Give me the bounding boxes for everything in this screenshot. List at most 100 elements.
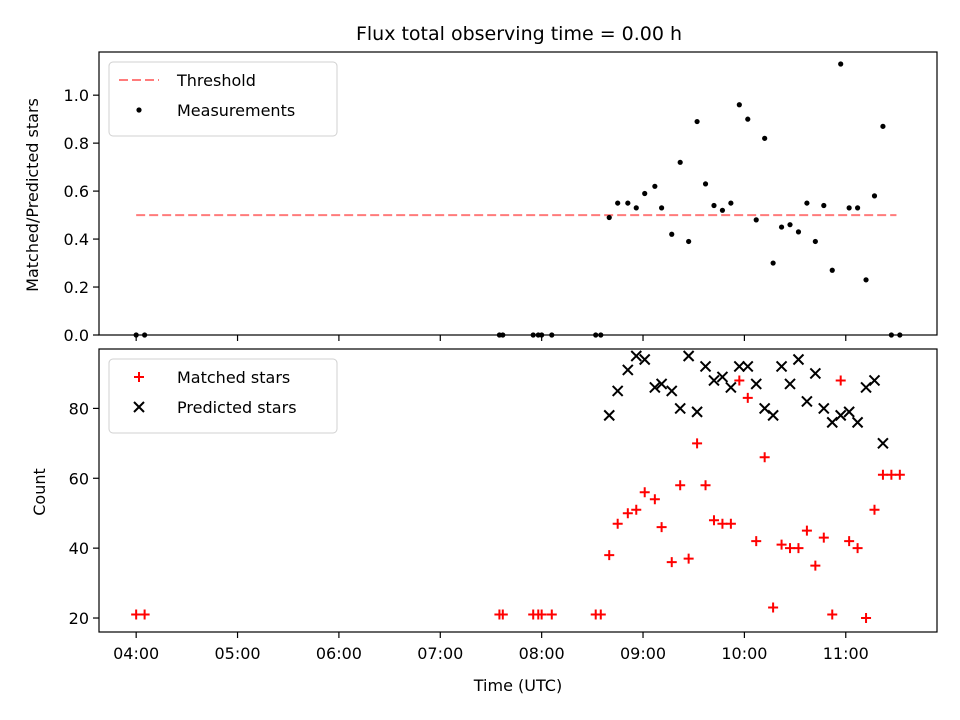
measurement-point	[812, 238, 818, 245]
predicted-star-point	[784, 378, 796, 390]
y-tick-label: 40	[69, 539, 89, 558]
measurement-point	[677, 159, 683, 165]
y-tick-label: 1.0	[64, 86, 89, 105]
y-tick-label: 0.4	[64, 230, 89, 249]
plot-frame	[98, 51, 938, 336]
plot-frame	[98, 348, 938, 633]
measurement-point	[719, 207, 726, 213]
measurement-point	[694, 118, 700, 125]
predicted-star-point	[792, 353, 805, 366]
predicted-star-point	[611, 385, 624, 397]
predicted-star-point	[775, 360, 788, 373]
legend-measurement-swatch	[136, 107, 142, 113]
matched-star-point	[700, 480, 711, 491]
matched-star-point	[683, 553, 694, 564]
predicted-star-point	[649, 381, 661, 394]
top-y-axis-label: Matched/Predicted stars	[23, 98, 42, 292]
matched-star-point	[818, 532, 829, 543]
matched-star-point	[751, 536, 762, 547]
matched-star-point	[717, 518, 728, 529]
measurement-point	[652, 183, 658, 189]
legend-predicted-swatch	[133, 401, 145, 413]
predicted-star-point	[708, 374, 720, 387]
y-tick-label: 60	[69, 469, 89, 488]
measurement-point	[778, 224, 785, 230]
measurement-point	[795, 229, 802, 235]
x-tick-label: 07:00	[417, 644, 463, 663]
x-tick-label: 04:00	[113, 644, 159, 663]
x-tick-label: 08:00	[519, 644, 565, 663]
matched-star-point	[666, 557, 677, 568]
y-tick-label: 80	[69, 399, 89, 418]
matched-star-point	[622, 508, 633, 519]
predicted-star-point	[860, 381, 872, 394]
series-matched-stars	[131, 375, 905, 624]
measurement-point	[863, 277, 869, 283]
measurement-point	[787, 222, 793, 228]
matched-star-point	[877, 469, 888, 480]
measurement-point	[633, 205, 639, 211]
predicted-star-point	[767, 409, 779, 422]
matched-star-point	[810, 560, 821, 571]
measurement-point	[625, 200, 631, 206]
matched-star-point	[139, 609, 150, 620]
matched-star-point	[785, 543, 796, 554]
measurement-point	[753, 217, 759, 223]
measurement-point	[871, 193, 878, 199]
predicted-star-point	[801, 395, 813, 408]
measurement-point	[846, 205, 852, 211]
series-predicted-stars	[603, 350, 889, 450]
measurement-point	[829, 267, 835, 273]
measurement-point	[711, 202, 717, 209]
measurement-point	[686, 238, 692, 245]
legend-layer: Threshold Measurements Matched stars Predic…	[108, 61, 338, 434]
measurement-point	[880, 123, 886, 129]
matched-star-point	[742, 392, 753, 403]
x-tick-label: 06:00	[316, 644, 362, 663]
tick-layer: 0.0 0.2 0.4 0.6 0.8 1.0 20 40 60 80 04:00 05:00 06:0…	[64, 86, 869, 663]
matched-star-point	[861, 613, 872, 624]
x-axis-label: Time (UTC)	[473, 676, 562, 695]
predicted-star-point	[639, 353, 651, 366]
measurement-point	[736, 102, 742, 108]
legend-label: Predicted stars	[177, 398, 297, 417]
predicted-star-point	[691, 406, 703, 418]
predicted-star-point	[622, 364, 634, 376]
predicted-star-point	[750, 378, 762, 390]
measurement-point	[659, 205, 665, 211]
matched-star-point	[708, 515, 719, 526]
matched-star-point	[612, 518, 623, 529]
legend-label: Threshold	[176, 71, 256, 90]
matched-star-point	[649, 494, 660, 505]
legend-label: Matched stars	[177, 368, 290, 387]
measurement-point	[770, 260, 776, 266]
measurement-point	[745, 116, 751, 122]
matched-star-point	[759, 452, 770, 463]
x-tick-label: 10:00	[721, 644, 767, 663]
y-tick-label: 0.0	[64, 326, 89, 345]
legend-box	[108, 61, 338, 137]
predicted-star-point	[809, 367, 822, 380]
measurement-point	[728, 200, 734, 206]
measurement-point	[854, 205, 861, 211]
measurement-point	[606, 214, 612, 221]
measurement-point	[838, 61, 844, 67]
matched-star-point	[776, 539, 787, 550]
predicted-star-point	[603, 409, 615, 422]
matched-star-point	[497, 609, 508, 620]
matched-star-point	[793, 543, 804, 554]
predicted-star-point	[666, 385, 678, 397]
y-tick-label: 0.6	[64, 182, 89, 201]
predicted-star-point	[682, 350, 695, 362]
measurement-point	[642, 190, 648, 197]
measurement-point	[804, 200, 810, 206]
predicted-star-point	[843, 406, 855, 418]
predicted-star-point	[818, 402, 830, 415]
predicted-star-point	[699, 360, 712, 373]
measurement-point	[821, 202, 827, 209]
legend-label: Measurements	[177, 101, 295, 120]
predicted-star-point	[674, 402, 686, 415]
matched-star-point	[595, 609, 606, 620]
legend-matched-swatch	[134, 372, 144, 382]
matched-star-point	[894, 469, 905, 480]
